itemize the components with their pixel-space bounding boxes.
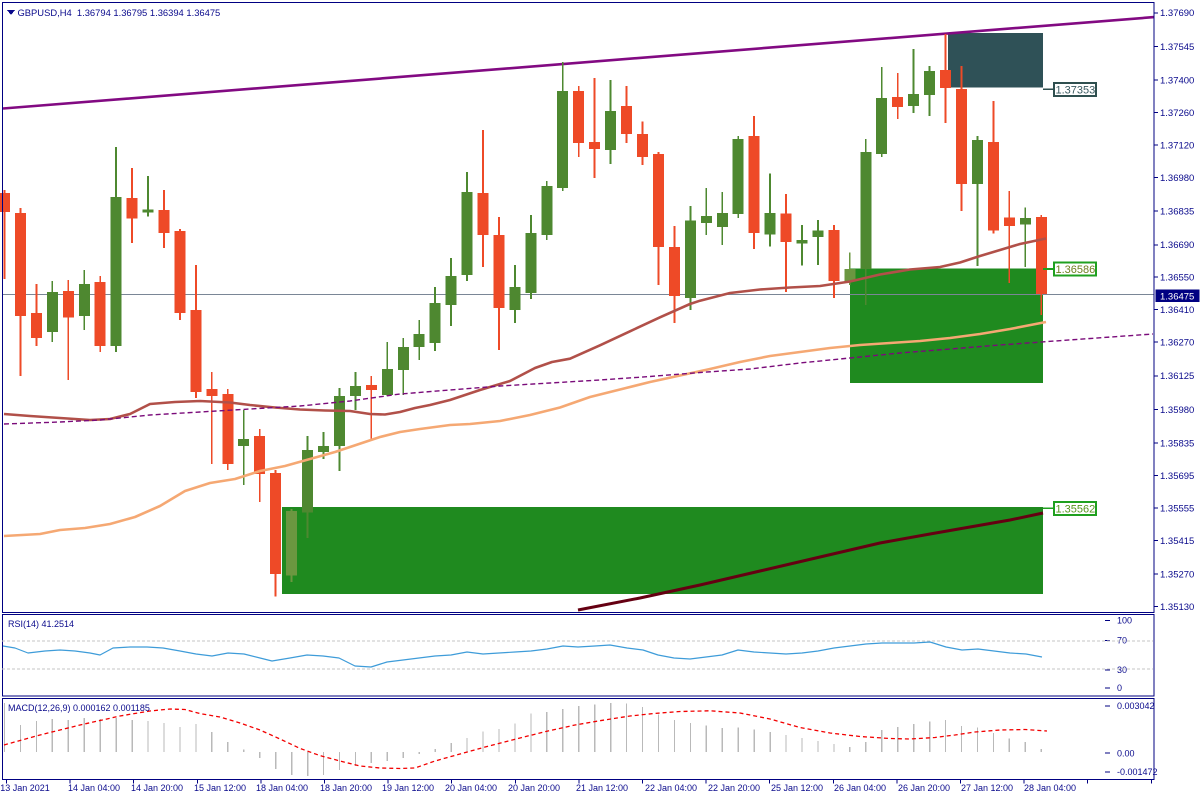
- svg-text:1.37545: 1.37545: [1160, 42, 1194, 53]
- svg-text:1.37400: 1.37400: [1160, 76, 1194, 87]
- svg-text:1.36835: 1.36835: [1160, 207, 1194, 218]
- svg-text:1.35130: 1.35130: [1160, 602, 1194, 613]
- svg-text:18 Jan 04:00: 18 Jan 04:00: [256, 783, 308, 793]
- svg-text:1.35415: 1.35415: [1160, 536, 1194, 547]
- svg-text:0.003042: 0.003042: [1117, 701, 1155, 711]
- svg-text:1.37353: 1.37353: [1056, 85, 1096, 97]
- svg-text:22 Jan 04:00: 22 Jan 04:00: [645, 783, 697, 793]
- svg-text:30: 30: [1117, 665, 1127, 675]
- svg-text:1.37120: 1.37120: [1160, 140, 1194, 151]
- svg-text:-0.001472: -0.001472: [1117, 767, 1158, 777]
- svg-text:19 Jan 12:00: 19 Jan 12:00: [382, 783, 434, 793]
- svg-text:20 Jan 20:00: 20 Jan 20:00: [508, 783, 560, 793]
- svg-text:1.35562: 1.35562: [1056, 504, 1096, 516]
- svg-text:1.36980: 1.36980: [1160, 173, 1194, 184]
- svg-text:25 Jan 12:00: 25 Jan 12:00: [771, 783, 823, 793]
- svg-text:26 Jan 04:00: 26 Jan 04:00: [834, 783, 886, 793]
- svg-text:100: 100: [1117, 616, 1132, 626]
- svg-text:28 Jan 04:00: 28 Jan 04:00: [1024, 783, 1076, 793]
- svg-text:1.35835: 1.35835: [1160, 438, 1194, 449]
- svg-text:1.35980: 1.35980: [1160, 405, 1194, 416]
- svg-text:MACD(12,26,9) 0.000162 0.00118: MACD(12,26,9) 0.000162 0.001185: [8, 703, 150, 713]
- svg-text:1.36586: 1.36586: [1056, 264, 1096, 276]
- svg-text:18 Jan 20:00: 18 Jan 20:00: [320, 783, 372, 793]
- svg-text:13 Jan 2021: 13 Jan 2021: [0, 783, 50, 793]
- svg-text:15 Jan 12:00: 15 Jan 12:00: [194, 783, 246, 793]
- svg-text:14 Jan 04:00: 14 Jan 04:00: [68, 783, 120, 793]
- svg-text:RSI(14) 41.2514: RSI(14) 41.2514: [8, 619, 74, 629]
- svg-text:1.37690: 1.37690: [1160, 8, 1194, 19]
- svg-text:0: 0: [1117, 683, 1122, 693]
- svg-text:1.36410: 1.36410: [1160, 305, 1194, 316]
- svg-text:1.35695: 1.35695: [1160, 471, 1194, 482]
- svg-text:26 Jan 20:00: 26 Jan 20:00: [898, 783, 950, 793]
- svg-text:27 Jan 12:00: 27 Jan 12:00: [961, 783, 1013, 793]
- svg-text:GBPUSD,H4 1.36794 1.36795 1.3: GBPUSD,H4 1.36794 1.36795 1.36394 1.3647…: [18, 7, 221, 18]
- svg-text:22 Jan 20:00: 22 Jan 20:00: [708, 783, 760, 793]
- svg-text:1.36270: 1.36270: [1160, 338, 1194, 349]
- svg-text:1.35555: 1.35555: [1160, 503, 1194, 514]
- svg-text:1.36690: 1.36690: [1160, 240, 1194, 251]
- svg-text:21 Jan 12:00: 21 Jan 12:00: [576, 783, 628, 793]
- svg-text:0.00: 0.00: [1117, 748, 1135, 758]
- svg-text:1.37260: 1.37260: [1160, 108, 1194, 119]
- svg-text:1.36475: 1.36475: [1160, 291, 1194, 302]
- svg-text:1.36125: 1.36125: [1160, 371, 1194, 382]
- svg-text:20 Jan 04:00: 20 Jan 04:00: [445, 783, 497, 793]
- svg-text:14 Jan 20:00: 14 Jan 20:00: [131, 783, 183, 793]
- svg-text:1.35270: 1.35270: [1160, 570, 1194, 581]
- svg-text:1.36550: 1.36550: [1160, 273, 1194, 284]
